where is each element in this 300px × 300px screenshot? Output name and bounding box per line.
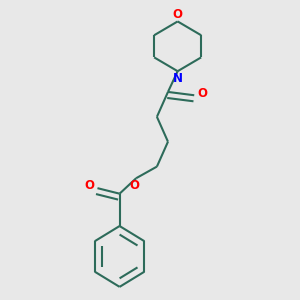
Text: O: O (129, 179, 139, 192)
Text: O: O (84, 179, 94, 192)
Text: N: N (172, 72, 183, 85)
Text: O: O (172, 8, 183, 21)
Text: O: O (197, 87, 207, 101)
